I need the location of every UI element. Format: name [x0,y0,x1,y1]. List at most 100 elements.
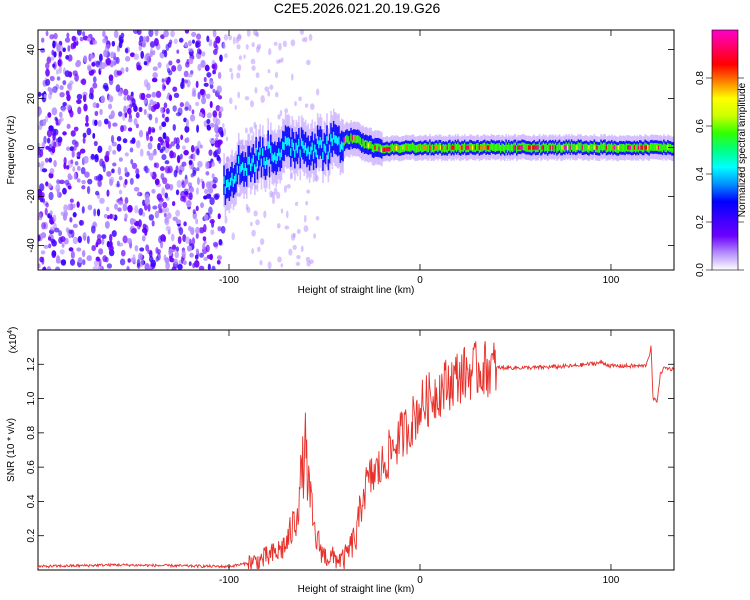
noise-cell [209,219,215,224]
noise-cell [182,145,186,150]
noise-cell [188,104,192,112]
noise-cell [267,69,271,74]
ridge-core [616,145,618,153]
ridge-core [609,144,612,152]
noise-cell [308,34,313,42]
ridge-core [283,142,286,151]
noise-cell [249,126,254,134]
noise-cell [169,39,173,45]
ridge-core [419,143,422,152]
noise-cell [187,40,192,47]
noise-cell [151,188,156,194]
noise-cell [251,42,255,48]
noise-cell [165,225,171,232]
noise-cell [144,262,150,270]
noise-cell [45,30,49,37]
noise-cell [251,229,256,237]
ridge-core [264,161,267,169]
noise-cell [124,213,128,220]
ridge-core [225,179,228,188]
noise-cell [183,149,189,156]
ridge-core [370,141,372,149]
ridge-core [449,142,451,151]
ridge-core [278,148,280,157]
noise-cell [139,148,144,157]
ridge-peak [656,145,659,150]
noise-cell [38,142,41,148]
ridge-peak [517,145,520,150]
ridge-peak [588,145,591,150]
ridge-peak [479,145,482,150]
ridge-core [491,143,494,152]
noise-cell [97,264,103,270]
noise-cell [250,58,256,65]
noise-cell [97,179,102,187]
noise-cell [139,35,144,43]
y-tick-label: 0.6 [26,460,37,474]
noise-cell [152,149,157,156]
noise-cell [165,207,170,213]
ridge-core [262,148,264,157]
ridge-peak [645,145,648,150]
noise-cell [88,92,93,100]
ridge-peak [343,138,346,143]
noise-cell [254,86,258,94]
ridge-core [672,144,674,153]
ridge-core [411,142,414,151]
ridge-peak [554,145,557,150]
noise-cell [216,255,223,261]
ridge-core [326,136,328,145]
noise-cell [104,85,109,92]
noise-cell [95,190,100,196]
noise-cell [44,157,49,163]
ridge-core [299,149,302,158]
ridge-core [231,172,233,181]
ridge-peak [466,145,469,150]
noise-cell [269,190,273,198]
noise-cell [144,197,150,206]
noise-cell [245,44,249,50]
ridge-peak [486,145,489,150]
ridge-peak [435,145,438,150]
noise-cell [61,243,65,248]
noise-cell [76,30,82,36]
noise-cell [111,230,117,238]
noise-cell [64,37,71,43]
ridge-core [251,158,253,167]
noise-cell [143,99,148,104]
ridge-core [274,152,276,161]
noise-cell [40,232,47,239]
noise-cell [205,161,210,170]
noise-cell [112,162,117,167]
noise-cell [66,104,72,111]
noise-cell [82,232,87,240]
noise-cell [216,85,222,94]
ridge-core [241,162,244,171]
noise-cell [102,30,106,38]
ridge-core [417,144,419,153]
ridge-peak [541,145,544,150]
noise-cell [209,100,213,109]
ridge-core [259,147,261,156]
noise-cell [212,110,218,118]
noise-cell [191,31,197,38]
ridge-peak [402,145,405,150]
snr-panel: -100 0 100 0.2 0.4 0.6 0.8 1.0 1.2 Height of st… [6,327,675,595]
x-tick-label: 100 [603,575,620,586]
ridge-core [391,143,394,152]
noise-cell [110,110,115,119]
noise-cell [190,173,194,178]
snr-line [37,341,675,570]
noise-cell [38,124,43,131]
noise-cell [141,235,146,242]
noise-cell [160,34,165,40]
noise-cell [99,108,103,116]
noise-cell [302,37,305,42]
noise-cell [98,53,103,62]
noise-cell [117,207,122,212]
noise-cell [165,262,170,270]
noise-cell [173,169,178,178]
ridge-core [263,157,265,166]
noise-cell [38,213,42,219]
ridge-peak [532,145,535,150]
